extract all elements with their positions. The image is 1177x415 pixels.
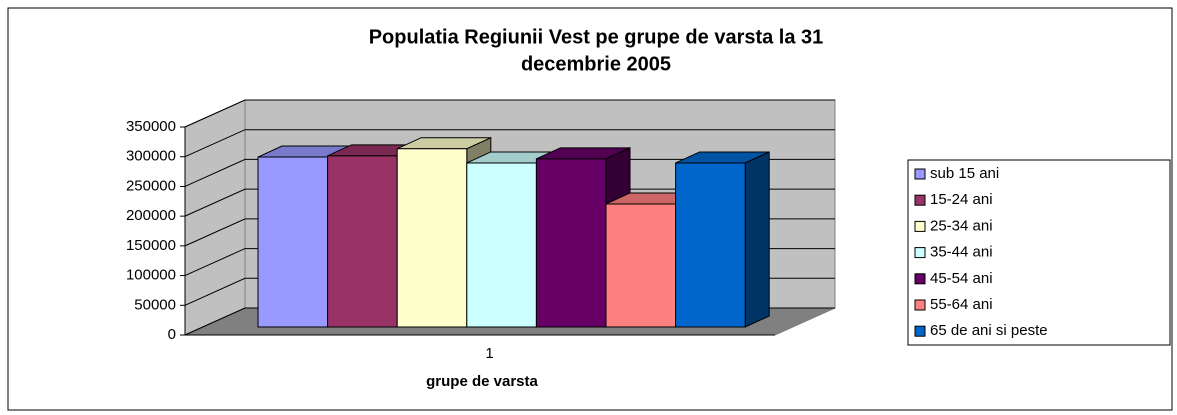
side-wall <box>184 99 246 336</box>
legend-label: 15-24 ani <box>930 191 993 208</box>
legend-label: 25-34 ani <box>930 217 993 234</box>
bar-front <box>675 162 746 328</box>
x-axis-title: grupe de varsta <box>426 373 538 390</box>
y-tick-label: 0 <box>168 326 176 343</box>
bar <box>675 151 770 328</box>
y-tick-label: 350000 <box>126 118 176 135</box>
y-tick-label: 200000 <box>126 207 176 224</box>
bar-side <box>744 151 770 328</box>
legend-swatch <box>914 325 926 337</box>
legend-label: sub 15 ani <box>930 165 999 182</box>
legend-swatch <box>914 220 926 232</box>
bar-front <box>327 155 398 328</box>
y-tick-label: 300000 <box>126 148 176 165</box>
legend-swatch <box>914 273 926 285</box>
y-tick-label: 150000 <box>126 237 176 254</box>
legend-swatch <box>914 168 926 180</box>
legend-label: 35-44 ani <box>930 244 993 261</box>
bar-front <box>257 156 329 328</box>
y-tick-label: 50000 <box>134 296 176 313</box>
chart-title: Populatia Regiunii Vest pe grupe de vars… <box>369 26 824 48</box>
bar-front <box>396 148 468 328</box>
chart-title: decembrie 2005 <box>521 53 671 75</box>
y-tick-label: 250000 <box>126 177 176 194</box>
bar-front <box>605 203 677 328</box>
legend-box <box>907 159 1171 346</box>
grid-line <box>184 129 835 158</box>
legend-swatch <box>914 247 926 259</box>
grid-line <box>184 188 835 217</box>
bar-front <box>535 158 607 328</box>
grid-line <box>184 158 835 187</box>
legend-label: 55-64 ani <box>930 296 993 313</box>
x-tick-label: 1 <box>485 345 493 362</box>
legend-swatch <box>914 194 926 206</box>
y-tick-label: 100000 <box>126 267 176 284</box>
legend-label: 65 de ani si peste <box>930 322 1048 339</box>
legend-swatch <box>914 299 926 311</box>
grid-line <box>184 99 835 128</box>
bar-front <box>466 162 537 328</box>
legend-label: 45-54 ani <box>930 270 993 287</box>
